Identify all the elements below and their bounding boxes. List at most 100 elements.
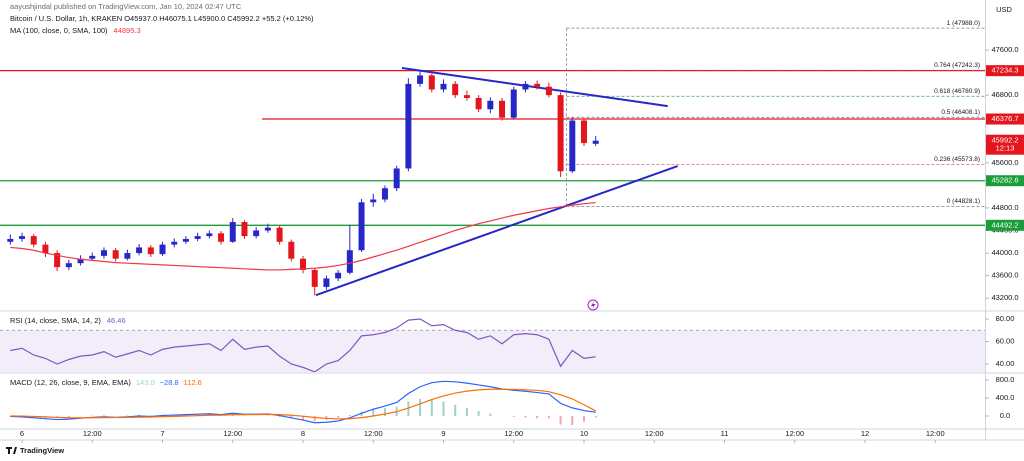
histogram-bar <box>489 413 492 416</box>
candle-body <box>77 258 84 264</box>
histogram-bar <box>430 399 433 416</box>
candle-body <box>300 258 307 270</box>
histogram-bar <box>594 415 597 418</box>
candle-body <box>463 95 470 98</box>
y-tick-label: 800.0 <box>996 375 1015 384</box>
rsi-legend-name: RSI (14, close, SMA, 14, 2) <box>10 316 101 325</box>
series-line <box>10 318 596 372</box>
candle-body <box>19 236 26 239</box>
ma-legend: MA (100, close, 0, SMA, 100) 44895.3 <box>10 26 141 35</box>
candle-body <box>218 233 225 242</box>
histogram-bar <box>524 415 527 418</box>
candle-body <box>100 250 107 256</box>
candle-body <box>405 83 412 169</box>
candle-body <box>42 244 49 254</box>
candle-body <box>112 250 119 259</box>
candle-body <box>545 86 552 96</box>
candle-body <box>323 278 330 287</box>
candle-body <box>358 202 365 251</box>
x-tick-label: 12:00 <box>645 429 664 438</box>
candle-body <box>440 83 447 90</box>
x-tick-label: 12:00 <box>83 429 102 438</box>
candle-body <box>346 250 353 273</box>
macd-legend-value: −28.8 <box>160 378 179 387</box>
y-tick-label: 60.00 <box>996 336 1015 345</box>
candle-body <box>136 247 143 254</box>
candle-body <box>580 120 587 144</box>
brand-logo <box>6 447 17 454</box>
histogram-bar <box>337 415 340 418</box>
x-tick-label: 6 <box>20 429 24 438</box>
last-price-tag <box>986 134 1024 155</box>
histogram-bar <box>465 408 468 416</box>
histogram-bar <box>313 415 316 422</box>
x-tick-label: 9 <box>441 429 445 438</box>
macd-legend-value: 112.6 <box>184 378 202 387</box>
x-tick-label: 12:00 <box>926 429 945 438</box>
ma-legend-name: MA (100, close, 0, SMA, 100) <box>10 26 108 35</box>
x-tick-label: 8 <box>301 429 305 438</box>
panel-1 <box>0 318 985 372</box>
candle-body <box>159 244 166 255</box>
candle-body <box>417 75 424 84</box>
candle-body <box>393 168 400 189</box>
price-tag-label: 46376.7 <box>991 114 1018 123</box>
y-tick-label: 43200.0 <box>991 293 1018 302</box>
histogram-bar <box>536 415 539 419</box>
candle-body <box>7 238 14 242</box>
x-tick-label: 12 <box>861 429 869 438</box>
candle-body <box>452 83 459 96</box>
fib-label: 0 (44828.1) <box>947 198 980 205</box>
trend-line <box>401 67 668 108</box>
price-tag <box>986 219 1024 231</box>
candle-body <box>182 238 189 242</box>
candle-body <box>206 233 213 237</box>
candle-body <box>522 83 529 90</box>
panel-2 <box>9 380 597 425</box>
candle-body <box>65 263 72 268</box>
publish-note: aayushjindal published on TradingView.co… <box>10 2 242 11</box>
ma-legend-value: 44895.3 <box>114 26 141 35</box>
panel-0 <box>0 27 985 297</box>
countdown-label: 12:13 <box>996 144 1015 153</box>
price-tag <box>986 113 1024 125</box>
y-tick-label: 0.0 <box>1000 411 1010 420</box>
macd-legend-value: 143.0 <box>136 378 155 387</box>
histogram-bar <box>571 415 574 425</box>
series-line <box>10 201 596 271</box>
fib-label: 0.618 (46780.9) <box>934 88 980 95</box>
lightning-icon <box>587 299 599 311</box>
candle-body <box>276 227 283 242</box>
histogram-bar <box>512 415 515 417</box>
candle-body <box>475 97 482 110</box>
candle-body <box>194 236 201 239</box>
candle-body <box>499 100 506 118</box>
macd-legend-name: MACD (12, 26, close, 9, EMA, EMA) <box>10 378 131 387</box>
histogram-bar <box>149 415 152 416</box>
x-tick-label: 12:00 <box>504 429 523 438</box>
price-tag-label: 47234.3 <box>991 66 1018 75</box>
histogram-bar <box>454 404 457 416</box>
histogram-bar <box>582 415 585 422</box>
x-tick-label: 12:00 <box>223 429 242 438</box>
histogram-bar <box>184 414 187 416</box>
y-tick-label: 44000.0 <box>991 248 1018 257</box>
candle-body <box>534 83 541 87</box>
y-tick-label: 45600.0 <box>991 158 1018 167</box>
candle-body <box>428 75 435 90</box>
x-tick-label: 11 <box>721 429 729 438</box>
histogram-bar <box>372 409 375 416</box>
candle-body <box>54 253 61 268</box>
fib-label: 1 (47988.0) <box>947 20 980 27</box>
x-tick-label: 12:00 <box>785 429 804 438</box>
y-tick-label: 400.0 <box>996 393 1015 402</box>
candle-body <box>124 253 131 259</box>
candle-body <box>487 100 494 110</box>
candle-body <box>335 272 342 279</box>
fib-label: 0.236 (45573.8) <box>934 156 980 163</box>
fib-label: 0.764 (47242.3) <box>934 62 980 69</box>
candle-body <box>370 199 377 203</box>
candle-body <box>253 230 260 237</box>
